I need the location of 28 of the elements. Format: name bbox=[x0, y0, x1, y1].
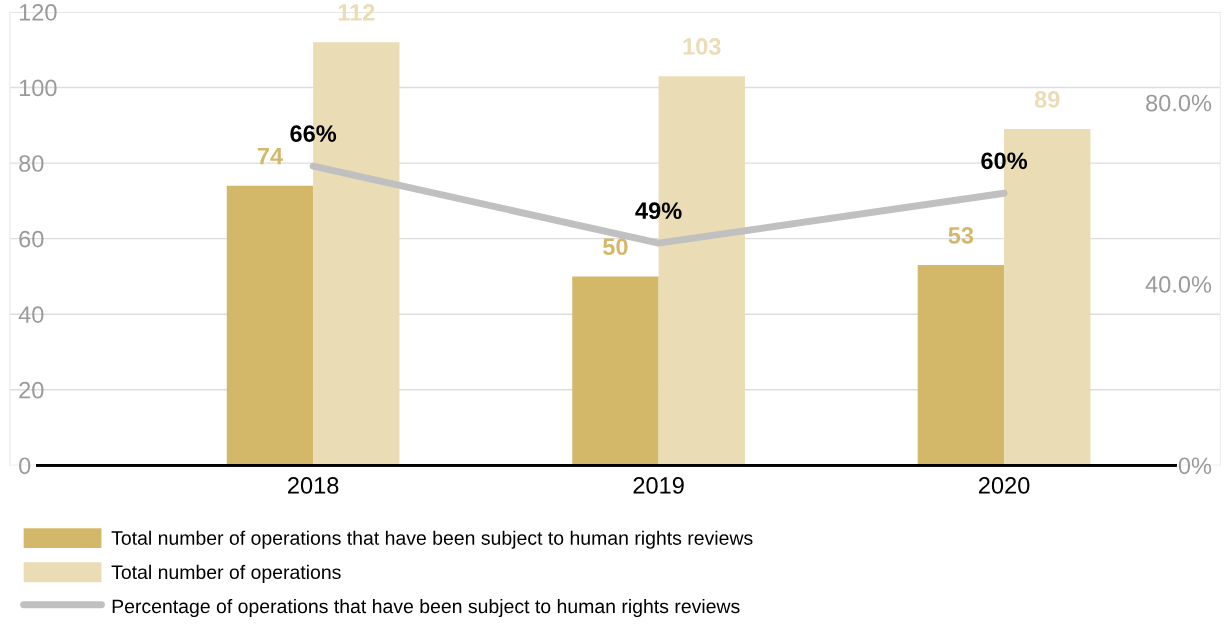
legend-label: Total number of operations bbox=[111, 564, 341, 583]
data-label: 89 bbox=[1034, 91, 1060, 108]
bar bbox=[572, 276, 659, 466]
y2-tick-label: 0% bbox=[1178, 457, 1212, 475]
y-tick-label: 60 bbox=[19, 230, 44, 248]
data-label: 53 bbox=[948, 227, 974, 244]
data-label: 49% bbox=[635, 202, 682, 220]
data-label: 74 bbox=[257, 147, 283, 165]
legend-label: Total number of operations that have been subject to human rights reviews bbox=[111, 530, 753, 549]
data-label: 60% bbox=[981, 152, 1028, 170]
data-label: 112 bbox=[338, 4, 375, 21]
data-label: 66% bbox=[290, 125, 337, 142]
y-tick-label: 0 bbox=[19, 457, 31, 475]
x-tick-label: 2019 bbox=[633, 477, 684, 494]
x-tick-label: 2018 bbox=[288, 477, 339, 494]
data-label: 50 bbox=[603, 238, 628, 256]
y-tick-label: 120 bbox=[19, 4, 57, 21]
y-tick-label: 80 bbox=[19, 155, 44, 172]
y2-tick-label: 40.0% bbox=[1145, 276, 1212, 293]
y-tick-label: 100 bbox=[19, 79, 57, 97]
bar bbox=[226, 185, 314, 466]
y-tick-label: 40 bbox=[18, 306, 44, 323]
x-tick-label: 2020 bbox=[978, 477, 1030, 494]
data-label: 103 bbox=[683, 38, 721, 55]
bar bbox=[917, 265, 1005, 466]
y2-tick-label: 80.0% bbox=[1146, 94, 1212, 112]
y-tick-label: 20 bbox=[19, 381, 44, 399]
legend-label: Percentage of operations that have been subject to human rights reviews bbox=[112, 598, 740, 618]
